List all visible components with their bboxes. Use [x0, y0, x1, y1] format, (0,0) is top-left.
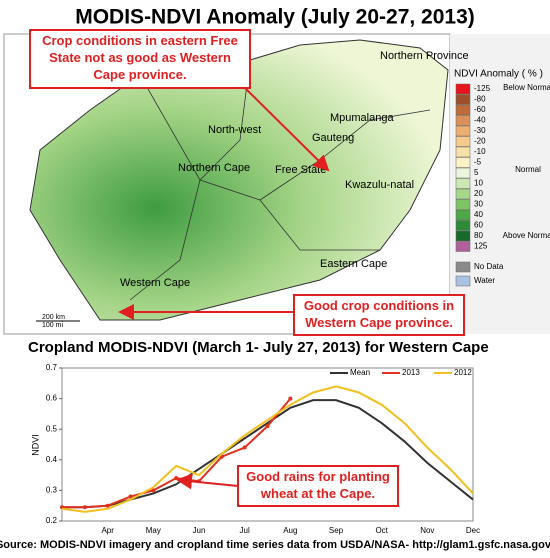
region-label: Mpumalanga [330, 112, 394, 124]
legend-group: Above Normal [503, 231, 550, 240]
annotation-box [293, 294, 465, 336]
y-tick-label: 0.5 [46, 424, 58, 433]
legend-swatch [455, 157, 471, 168]
legend-swatch [455, 146, 471, 158]
legend-swatch [455, 230, 471, 242]
y-tick-label: 0.4 [46, 455, 58, 464]
legend-value: -40 [474, 116, 486, 125]
region-label: Northern Province [380, 50, 469, 62]
annotation-holder: Good crop conditions in Western Cape pro… [303, 298, 455, 330]
y-axis-label: NDVI [30, 434, 40, 456]
legend-swatch [455, 115, 471, 126]
legend-value: -5 [474, 158, 482, 167]
x-tick-label: Aug [283, 526, 297, 535]
region-label: Gauteng [312, 132, 354, 144]
legend-swatch [455, 104, 471, 116]
y-tick-label: 0.3 [46, 486, 58, 495]
legend-value: -80 [474, 95, 486, 104]
map-title: MODIS-NDVI Anomaly (July 20-27, 2013) [75, 6, 475, 29]
legend-value: 20 [474, 189, 483, 198]
x-tick-label: Sep [329, 526, 344, 535]
legend-swatch [455, 188, 471, 200]
legend-swatch [455, 261, 471, 273]
point [105, 503, 110, 508]
legend-extra: No Data [474, 262, 504, 271]
legend-swatch [455, 167, 471, 179]
arrow [176, 473, 239, 490]
legend-value: 60 [474, 221, 483, 230]
chart-title: Cropland MODIS-NDVI (March 1- July 27, 2… [28, 339, 489, 356]
point [242, 445, 247, 450]
legend-swatch [455, 83, 471, 95]
legend-swatch [455, 209, 471, 221]
legend-swatch [455, 199, 471, 210]
point [265, 424, 270, 429]
legend-value: -10 [474, 147, 486, 156]
point [174, 476, 179, 481]
legend-label: 2012 [454, 368, 472, 377]
legend-title: NDVI Anomaly ( % ) [454, 69, 543, 80]
region-label: Free State [275, 164, 326, 176]
legend-value: -30 [474, 126, 486, 135]
scale-label: 100 mi [42, 322, 63, 329]
legend-extra: Water [474, 276, 495, 285]
legend-value: 5 [474, 168, 479, 177]
legend-value: -20 [474, 137, 486, 146]
x-tick-label: Nov [420, 526, 434, 535]
legend-value: -125 [474, 84, 491, 93]
annotation-box [29, 29, 251, 89]
annotation-holder: Good rains for planting wheat at the Cap… [246, 469, 390, 501]
legend-swatch [455, 178, 471, 189]
legend-swatch [455, 220, 471, 231]
legend-value: 125 [474, 242, 488, 251]
legend-value: 30 [474, 200, 483, 209]
region-label: North-west [208, 124, 261, 136]
x-tick-label: Apr [101, 526, 114, 535]
annotation-text: Good crop conditions in Western Cape pro… [303, 298, 455, 330]
scale-label: 200 km [42, 314, 65, 321]
legend-value: 10 [474, 179, 483, 188]
x-tick-label: May [146, 526, 161, 535]
x-tick-label: Dec [466, 526, 480, 535]
point [82, 505, 87, 510]
point [128, 494, 133, 499]
y-tick-label: 0.7 [46, 363, 58, 372]
annotation-holder: Crop conditions in eastern Free State no… [42, 33, 238, 82]
region-label: Western Cape [120, 277, 190, 289]
x-tick-label: Jun [193, 526, 206, 535]
legend-label: Mean [350, 368, 370, 377]
legend-value: -60 [474, 105, 486, 114]
arrow [244, 87, 330, 172]
series-line [61, 385, 474, 513]
y-tick-label: 0.6 [46, 394, 58, 403]
footer: Source: MODIS-NDVI imagery and cropland … [0, 539, 550, 551]
province-borders [129, 59, 431, 301]
y-tick-label: 0.2 [46, 516, 58, 525]
legend-label: 2013 [402, 368, 420, 377]
x-tick-label: Jul [240, 526, 250, 535]
legend-swatch [455, 275, 471, 287]
legend-value: 40 [474, 210, 483, 219]
legend-swatch [455, 136, 471, 147]
annotation-text: Good rains for planting wheat at the Cap… [246, 469, 390, 501]
point [288, 396, 293, 401]
annotation-text: Crop conditions in eastern Free State no… [42, 33, 238, 82]
region-label: Northern Cape [178, 162, 250, 174]
legend-value: 80 [474, 231, 483, 240]
legend-swatch [455, 125, 471, 137]
legend-swatch [455, 241, 471, 252]
x-tick-label: Oct [375, 526, 388, 535]
annotation-box [237, 465, 399, 507]
legend-group: Normal [515, 165, 541, 174]
region-label: Eastern Cape [320, 258, 387, 270]
legend-swatch [455, 94, 471, 105]
region-label: Kwazulu-natal [345, 179, 414, 191]
legend-group: Below Normal [503, 83, 550, 92]
point [151, 488, 156, 493]
